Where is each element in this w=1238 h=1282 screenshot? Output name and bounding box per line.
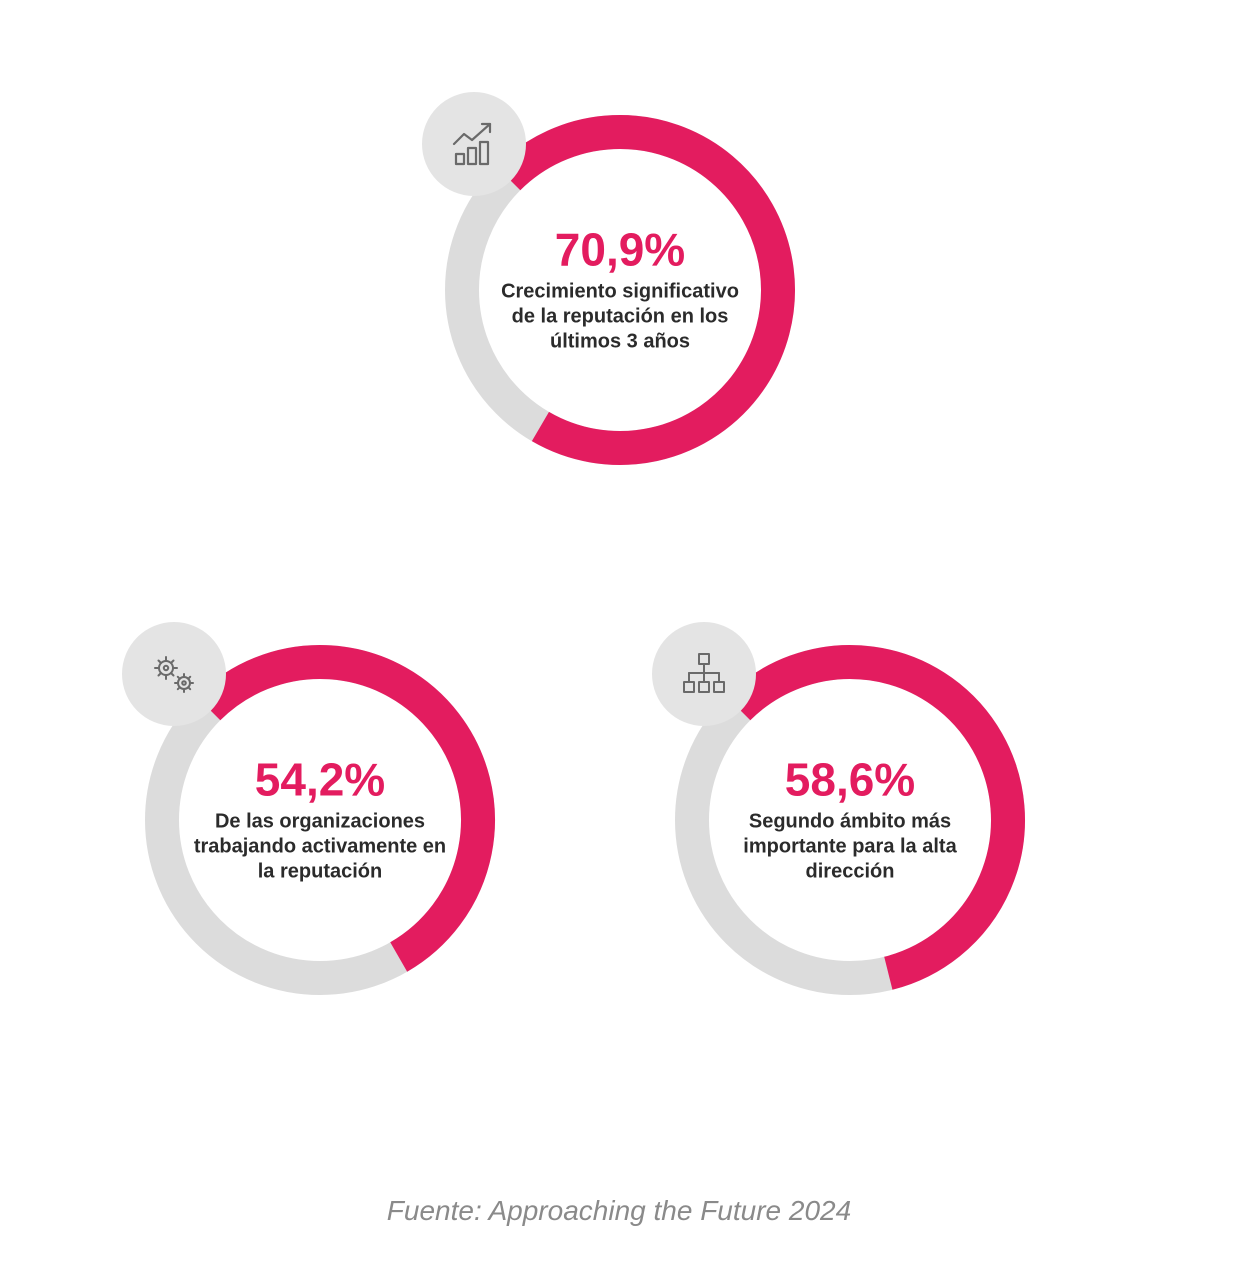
org-chart-icon [676, 646, 732, 702]
metric-donut-growth: 70,9% Crecimiento significativo de la re… [430, 100, 810, 480]
infographic-stage: 70,9% Crecimiento significativo de la re… [0, 0, 1238, 1282]
metric-center: 70,9% Crecimiento significativo de la re… [490, 225, 750, 354]
metric-center: 58,6% Segundo ámbito más importante para… [720, 755, 980, 884]
metric-percentage: 54,2% [190, 755, 450, 803]
icon-badge [422, 92, 526, 196]
metric-description: Segundo ámbito más importante para la al… [720, 810, 980, 885]
metric-percentage: 58,6% [720, 755, 980, 803]
metric-donut-direction: 58,6% Segundo ámbito más importante para… [660, 630, 1040, 1010]
gears-icon [146, 646, 202, 702]
growth-chart-icon [446, 116, 502, 172]
icon-badge [652, 622, 756, 726]
metric-donut-orgs: 54,2% De las organizaciones trabajando a… [130, 630, 510, 1010]
metric-percentage: 70,9% [490, 225, 750, 273]
source-citation: Fuente: Approaching the Future 2024 [387, 1195, 851, 1227]
metric-description: Crecimiento significativo de la reputaci… [490, 280, 750, 355]
icon-badge [122, 622, 226, 726]
metric-center: 54,2% De las organizaciones trabajando a… [190, 755, 450, 884]
metric-description: De las organizaciones trabajando activam… [190, 810, 450, 885]
